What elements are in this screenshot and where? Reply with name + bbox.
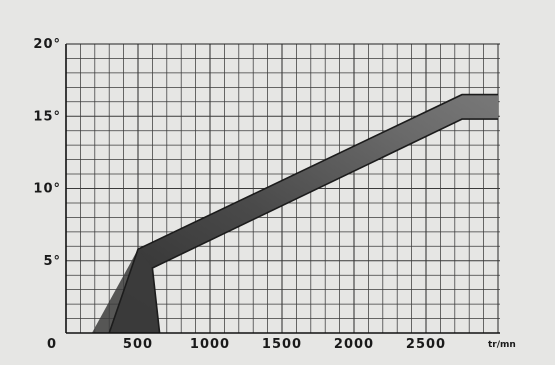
y-tick-label-5: 5° bbox=[43, 254, 61, 269]
y-tick-label-10: 10° bbox=[33, 182, 61, 197]
x-tick-label-2000: 2000 bbox=[334, 337, 374, 352]
x-tick-label-0: 0 bbox=[47, 337, 57, 352]
band-layer bbox=[91, 93, 498, 334]
band-upper-edge bbox=[108, 93, 498, 334]
y-tick-label-15: 15° bbox=[33, 109, 61, 124]
y-tick-label-20: 20° bbox=[33, 37, 61, 52]
label-layer: 5° 10° 15° 20° 0 500 1000 1500 2000 2500 tr/mn bbox=[33, 37, 515, 352]
frame-layer bbox=[65, 43, 500, 334]
band-lower-edge bbox=[151, 118, 498, 334]
x-tick-label-2500: 2500 bbox=[406, 337, 446, 352]
x-tick-label-1500: 1500 bbox=[262, 337, 302, 352]
x-tick-label-1000: 1000 bbox=[190, 337, 230, 352]
x-tick-label-500: 500 bbox=[123, 337, 153, 352]
band-steep-section bbox=[91, 249, 160, 333]
x-axis-unit-label: tr/mn bbox=[488, 340, 516, 350]
